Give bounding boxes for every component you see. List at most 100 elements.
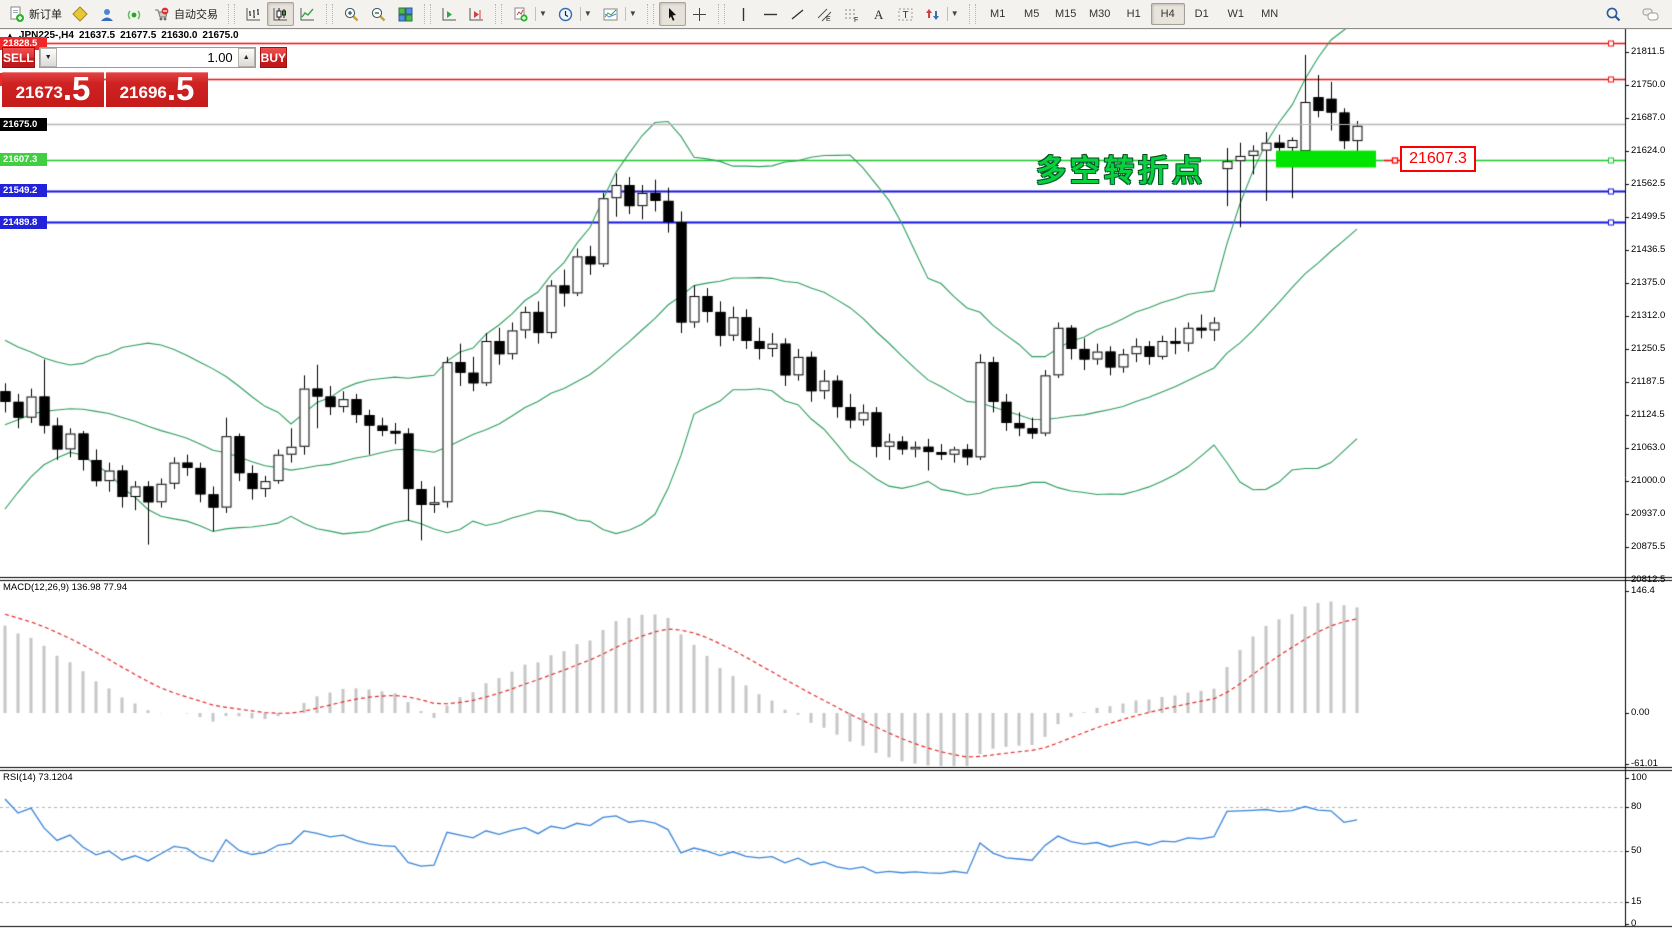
volume-increase-button[interactable]: ▲ xyxy=(237,48,255,67)
tf-m5[interactable]: M5 xyxy=(1024,8,1040,20)
clock-icon xyxy=(557,6,574,23)
indicators-icon xyxy=(512,6,529,23)
chevron-down-icon[interactable]: ▼ xyxy=(946,7,959,21)
price-axis-tick: 21624.0 xyxy=(1631,145,1666,157)
templates-button[interactable]: ▼ xyxy=(597,2,642,26)
arrows-button[interactable]: ▼ xyxy=(919,2,964,26)
new-order-icon xyxy=(8,6,25,23)
autotrading-button[interactable]: 自动交易 xyxy=(148,2,223,26)
chart-title: ▲ JPN225-,H4 21637.5 21677.5 21630.0 216… xyxy=(6,30,239,41)
trendline-button[interactable] xyxy=(784,2,811,26)
chart-text-annotation[interactable]: 多空转折点 xyxy=(1036,155,1206,188)
chevron-down-icon[interactable]: ▼ xyxy=(579,7,592,21)
metaeditor-button[interactable] xyxy=(67,2,94,26)
chart-shift-icon xyxy=(468,6,485,23)
volume-input[interactable] xyxy=(56,48,238,67)
bar-chart-button[interactable] xyxy=(240,2,267,26)
chat-button[interactable] xyxy=(1637,2,1664,26)
tile-windows-icon xyxy=(397,6,414,23)
chevron-down-icon[interactable]: ▼ xyxy=(535,7,547,21)
price-axis-tick: 21312.0 xyxy=(1631,310,1666,322)
autotrading-icon xyxy=(153,6,170,23)
channel-icon: E xyxy=(816,6,833,23)
horizontal-line-icon xyxy=(762,6,779,23)
toolbar-separator xyxy=(228,4,235,24)
price-axis-tick: 21375.0 xyxy=(1631,276,1666,288)
tf-m30[interactable]: M30 xyxy=(1088,8,1111,20)
editor-icon xyxy=(72,5,89,23)
fibonacci-icon: F xyxy=(843,6,860,23)
new-order-button[interactable]: 新订单 xyxy=(3,2,67,26)
tf-m15[interactable]: M15 xyxy=(1054,8,1077,20)
toolbar-separator xyxy=(326,4,333,24)
crosshair-icon xyxy=(691,6,708,23)
price-tag: 21549.2 xyxy=(0,184,47,198)
tf-d1[interactable]: D1 xyxy=(1194,8,1209,20)
price-axis-tick: 21124.5 xyxy=(1631,409,1665,421)
macd-axis-tick: 0.00 xyxy=(1631,707,1650,718)
indicators-button[interactable]: ▼ xyxy=(507,2,552,26)
price-axis-tick: 21811.5 xyxy=(1631,46,1665,57)
rsi-axis-tick: 0 xyxy=(1631,918,1637,929)
channel-button[interactable]: E xyxy=(811,2,838,26)
candlestick-chart-button[interactable] xyxy=(267,2,294,26)
fibonacci-button[interactable]: F xyxy=(838,2,865,26)
sell-price-main: 21673 xyxy=(15,83,63,102)
candlestick-chart-icon xyxy=(272,6,289,23)
macd-indicator-label: MACD(12,26,9) 136.98 77.94 xyxy=(3,582,128,593)
ohlc-low: 21630.0 xyxy=(161,30,198,41)
search-button[interactable] xyxy=(1600,2,1627,26)
tf-mn[interactable]: MN xyxy=(1261,8,1279,20)
new-order-button-label: 新订单 xyxy=(29,9,62,21)
price-axis-tick: 20875.5 xyxy=(1631,540,1666,552)
sell-button[interactable]: SELL xyxy=(2,47,35,68)
ohlc-high: 21677.5 xyxy=(120,30,157,41)
svg-text:A: A xyxy=(874,7,884,22)
community-button[interactable] xyxy=(94,2,121,26)
crosshair-button[interactable] xyxy=(686,2,713,26)
tile-windows-button[interactable] xyxy=(392,2,419,26)
price-axis-tick: 21187.5 xyxy=(1631,375,1665,387)
price-axis-tick: 21687.0 xyxy=(1631,111,1666,123)
text-label-button[interactable]: T xyxy=(892,2,919,26)
vertical-line-button[interactable] xyxy=(730,2,757,26)
cursor-button[interactable] xyxy=(658,2,686,26)
tf-h1[interactable]: H1 xyxy=(1126,8,1141,20)
ohlc-open: 21637.5 xyxy=(78,30,116,41)
periods-button[interactable]: ▼ xyxy=(552,2,597,26)
volume-decrease-button[interactable]: ▼ xyxy=(39,48,57,67)
cursor-icon xyxy=(664,6,681,23)
signals-button[interactable] xyxy=(121,2,148,26)
rsi-indicator-label: RSI(14) 73.1204 xyxy=(3,772,73,783)
svg-text:E: E xyxy=(826,16,831,23)
tf-h4[interactable]: H4 xyxy=(1150,3,1185,25)
tf-m1[interactable]: M1 xyxy=(990,8,1006,20)
sell-price-quote[interactable]: 21673 .5 xyxy=(2,72,104,107)
arrows-icon xyxy=(924,6,941,23)
zoom-out-button[interactable] xyxy=(365,2,392,26)
buy-price-quote[interactable]: 21696 .5 xyxy=(106,72,208,107)
collapse-triangle-icon[interactable]: ▲ xyxy=(6,31,14,40)
auto-scroll-button[interactable] xyxy=(436,2,463,26)
rsi-axis-tick: 100 xyxy=(1631,772,1647,783)
text-icon: A xyxy=(870,6,887,23)
chart-shift-button[interactable] xyxy=(463,2,490,26)
tf-w1[interactable]: W1 xyxy=(1227,8,1244,20)
auto-scroll-icon xyxy=(441,6,458,23)
zoom-in-icon xyxy=(343,6,360,23)
zoom-in-button[interactable] xyxy=(338,2,365,26)
buy-button[interactable]: BUY xyxy=(259,47,288,68)
horizontal-line-button[interactable] xyxy=(757,2,784,26)
text-button[interactable]: A xyxy=(865,2,892,26)
chevron-down-icon[interactable]: ▼ xyxy=(624,7,637,21)
price-callout-box[interactable]: 21607.3 xyxy=(1400,146,1476,172)
svg-text:F: F xyxy=(854,17,858,23)
ohlc-close: 21675.0 xyxy=(202,30,239,41)
price-axis-tick: 21750.0 xyxy=(1631,78,1666,90)
rsi-axis-tick: 80 xyxy=(1631,801,1642,813)
template-icon xyxy=(602,6,619,23)
price-tag: 21675.0 xyxy=(0,117,47,131)
line-chart-button[interactable] xyxy=(294,2,321,26)
